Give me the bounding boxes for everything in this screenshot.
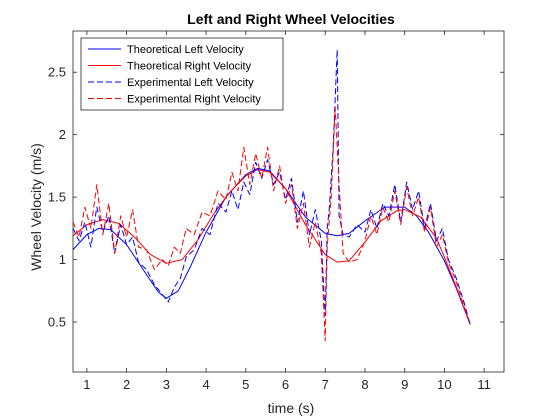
- experimental-right-line: [73, 107, 470, 341]
- legend: Theoretical Left Velocity Theoretical Rig…: [81, 38, 283, 110]
- legend-label: Experimental Left Velocity: [127, 77, 254, 89]
- y-tick-label: 2: [59, 127, 66, 142]
- theoretical-right-line: [73, 170, 470, 325]
- legend-label: Experimental Right Velocity: [127, 94, 261, 106]
- chart-title: Left and Right Wheel Velocities: [187, 11, 395, 27]
- x-tick-label: 7: [322, 377, 329, 392]
- y-tick-label: 1.5: [48, 190, 66, 205]
- x-tick-label: 10: [437, 377, 451, 392]
- legend-label: Theoretical Left Velocity: [127, 44, 244, 56]
- x-tick-label: 6: [282, 377, 289, 392]
- y-tick-label: 2.5: [48, 65, 66, 80]
- x-tick-label: 4: [202, 377, 209, 392]
- theoretical-left-line: [73, 168, 470, 324]
- y-axis-label: Wheel Velocity (m/s): [28, 143, 44, 271]
- y-tick-label: 0.5: [48, 315, 66, 330]
- x-axis-label: time (s): [268, 400, 315, 416]
- x-tick-label: 5: [242, 377, 249, 392]
- legend-label: Theoretical Right Velocity: [127, 61, 252, 73]
- x-tick-label: 1: [83, 377, 90, 392]
- x-tick-label: 9: [401, 377, 408, 392]
- y-tick-label: 1: [59, 252, 66, 267]
- x-tick-label: 8: [361, 377, 368, 392]
- x-tick-label: 2: [123, 377, 130, 392]
- x-tick-label: 3: [163, 377, 170, 392]
- x-tick-label: 11: [477, 377, 491, 392]
